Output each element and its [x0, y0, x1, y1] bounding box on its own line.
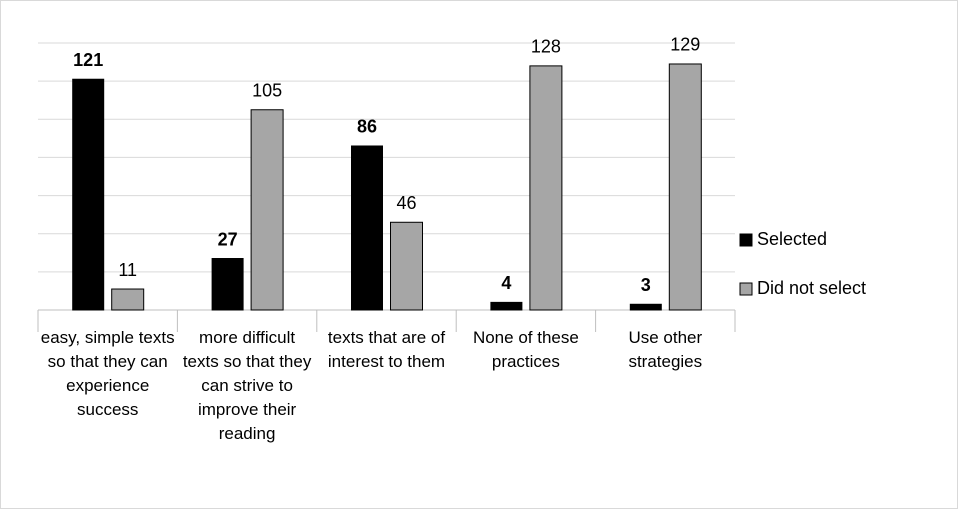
bar: [668, 63, 702, 311]
bar: [490, 301, 523, 311]
bar: [72, 78, 105, 311]
x-tick-label: more difficult texts so that they can st…: [182, 328, 312, 443]
bar: [529, 65, 563, 311]
data-label: 86: [357, 117, 377, 137]
data-label: 121: [73, 50, 103, 70]
data-label: 4: [501, 273, 511, 293]
legend-label: Did not select: [757, 278, 866, 298]
x-tick-label: easy, simple texts so that they can expe…: [40, 328, 175, 419]
bar: [629, 303, 662, 311]
x-tick-label: Use other strategies: [628, 328, 703, 371]
data-label: 46: [396, 193, 416, 213]
bar: [351, 145, 383, 311]
data-label: 11: [118, 260, 137, 280]
data-label: 3: [641, 275, 651, 295]
bar: [390, 221, 423, 311]
data-label: 105: [252, 81, 282, 101]
bar: [211, 258, 244, 311]
bar: [111, 288, 145, 311]
x-tick-label: None of these practices: [472, 328, 579, 371]
data-label: 128: [531, 37, 561, 57]
legend-swatch: [739, 282, 753, 296]
legend-swatch: [739, 233, 753, 247]
data-label: 27: [218, 229, 238, 249]
legend-label: Selected: [757, 229, 827, 249]
x-tick-label: texts that are of interest to them: [327, 328, 446, 371]
bar: [250, 109, 284, 311]
data-label: 129: [670, 35, 700, 55]
